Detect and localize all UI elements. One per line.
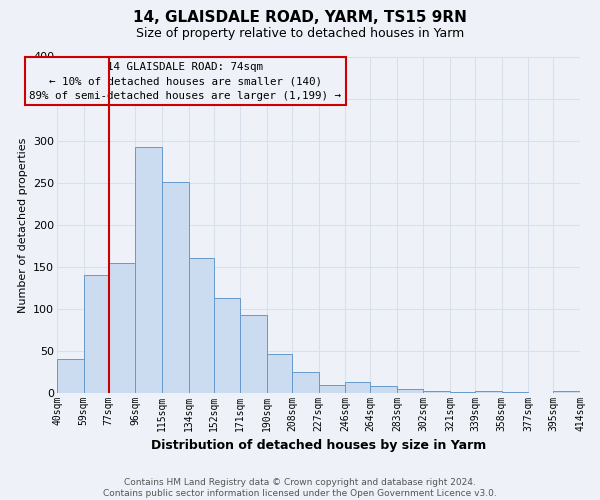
- Bar: [475, 392, 502, 393]
- Bar: [450, 392, 475, 393]
- Text: Size of property relative to detached houses in Yarm: Size of property relative to detached ho…: [136, 28, 464, 40]
- Bar: [267, 354, 292, 393]
- Bar: [292, 372, 319, 393]
- Y-axis label: Number of detached properties: Number of detached properties: [17, 137, 28, 312]
- Bar: [397, 389, 424, 393]
- Text: 14 GLAISDALE ROAD: 74sqm
← 10% of detached houses are smaller (140)
89% of semi-: 14 GLAISDALE ROAD: 74sqm ← 10% of detach…: [29, 62, 341, 101]
- Bar: [214, 298, 240, 393]
- Bar: [553, 390, 580, 393]
- Bar: [424, 390, 450, 393]
- Bar: [162, 182, 188, 393]
- Bar: [136, 148, 162, 393]
- Bar: [57, 360, 83, 393]
- Bar: [370, 386, 397, 393]
- Bar: [83, 276, 109, 393]
- Bar: [319, 384, 345, 393]
- Bar: [188, 258, 214, 393]
- Text: 14, GLAISDALE ROAD, YARM, TS15 9RN: 14, GLAISDALE ROAD, YARM, TS15 9RN: [133, 10, 467, 25]
- Bar: [345, 382, 370, 393]
- Bar: [502, 392, 528, 393]
- Bar: [109, 262, 136, 393]
- X-axis label: Distribution of detached houses by size in Yarm: Distribution of detached houses by size …: [151, 440, 486, 452]
- Text: Contains HM Land Registry data © Crown copyright and database right 2024.
Contai: Contains HM Land Registry data © Crown c…: [103, 478, 497, 498]
- Bar: [240, 315, 267, 393]
